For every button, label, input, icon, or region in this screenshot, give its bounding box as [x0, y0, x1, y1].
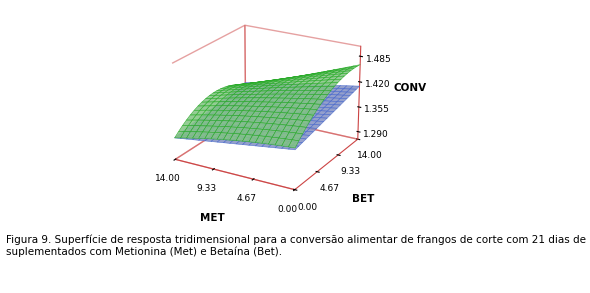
- Y-axis label: BET: BET: [352, 194, 374, 204]
- Text: Figura 9. Superfície de resposta tridimensional para a conversão alimentar de fr: Figura 9. Superfície de resposta tridime…: [6, 234, 590, 257]
- X-axis label: MET: MET: [199, 213, 224, 223]
